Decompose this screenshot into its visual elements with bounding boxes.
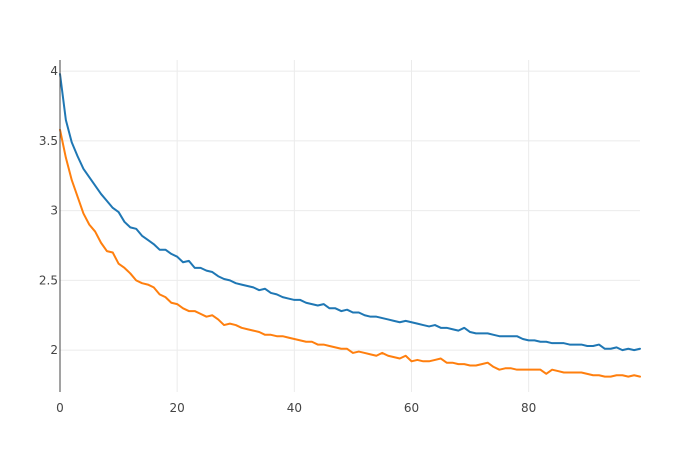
y-tick-label: 2 — [50, 343, 58, 357]
x-tick-label: 60 — [404, 401, 419, 415]
y-tick-label: 3 — [50, 204, 58, 218]
x-tick-label: 20 — [170, 401, 185, 415]
series-line-1 — [59, 72, 641, 352]
tick-labels: 0 20 40 60 80 2 2.5 3 3.5 4 — [39, 64, 536, 415]
x-tick-label: 0 — [56, 401, 64, 415]
y-tick-label: 4 — [50, 64, 58, 78]
series-line-2 — [59, 128, 641, 378]
x-tick-label: 80 — [521, 401, 536, 415]
y-tick-label: 3.5 — [39, 134, 58, 148]
series-lines — [59, 72, 641, 378]
x-tick-label: 40 — [287, 401, 302, 415]
y-tick-label: 2.5 — [39, 273, 58, 287]
